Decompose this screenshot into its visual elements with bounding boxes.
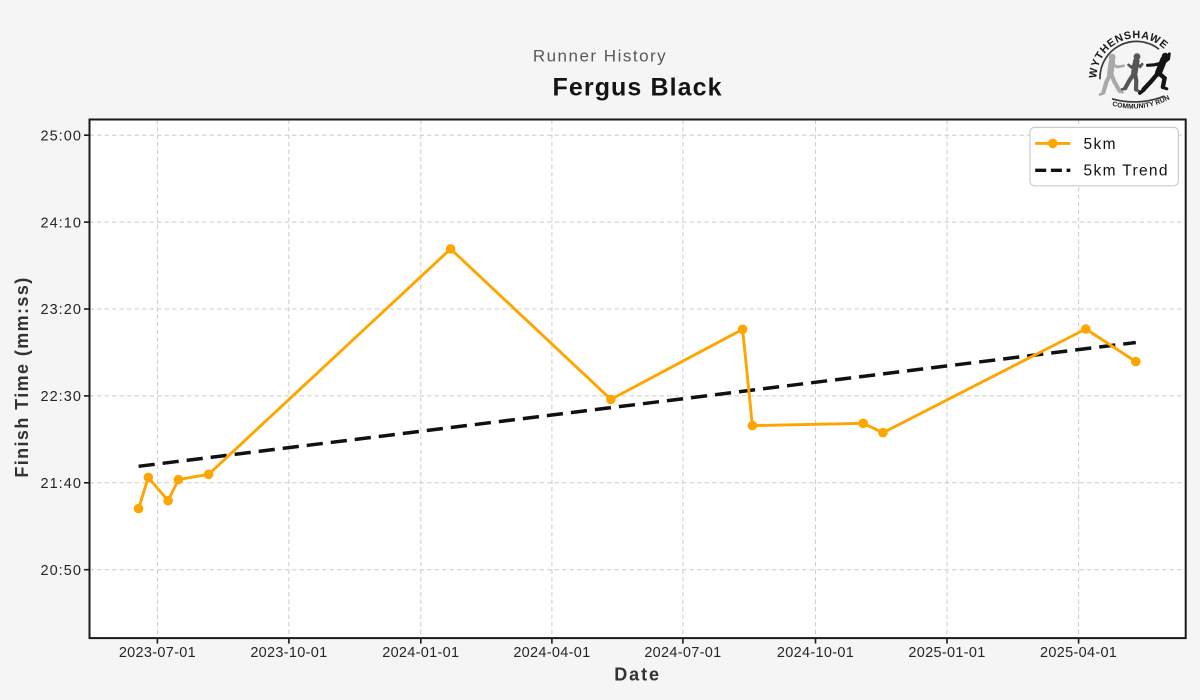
svg-text:22:30: 22:30 bbox=[40, 389, 82, 405]
svg-text:20:50: 20:50 bbox=[40, 563, 82, 579]
svg-text:5km: 5km bbox=[1084, 136, 1117, 153]
svg-text:2024-07-01: 2024-07-01 bbox=[644, 645, 721, 661]
svg-text:2024-01-01: 2024-01-01 bbox=[382, 645, 459, 661]
svg-text:2024-04-01: 2024-04-01 bbox=[513, 645, 590, 661]
svg-text:2025-04-01: 2025-04-01 bbox=[1040, 645, 1117, 661]
svg-text:2023-10-01: 2023-10-01 bbox=[250, 645, 327, 661]
svg-text:2024-10-01: 2024-10-01 bbox=[777, 645, 854, 661]
svg-text:Runner History: Runner History bbox=[533, 47, 667, 66]
svg-text:24:10: 24:10 bbox=[40, 215, 82, 231]
svg-text:21:40: 21:40 bbox=[40, 476, 82, 492]
svg-text:Fergus Black: Fergus Black bbox=[552, 74, 722, 102]
svg-text:Finish Time (mm:ss): Finish Time (mm:ss) bbox=[12, 276, 32, 477]
svg-text:Date: Date bbox=[614, 665, 661, 685]
svg-text:25:00: 25:00 bbox=[40, 128, 82, 144]
svg-text:2025-01-01: 2025-01-01 bbox=[908, 645, 985, 661]
svg-text:2023-07-01: 2023-07-01 bbox=[119, 645, 196, 661]
svg-text:5km Trend: 5km Trend bbox=[1084, 163, 1169, 180]
svg-text:23:20: 23:20 bbox=[40, 302, 82, 318]
